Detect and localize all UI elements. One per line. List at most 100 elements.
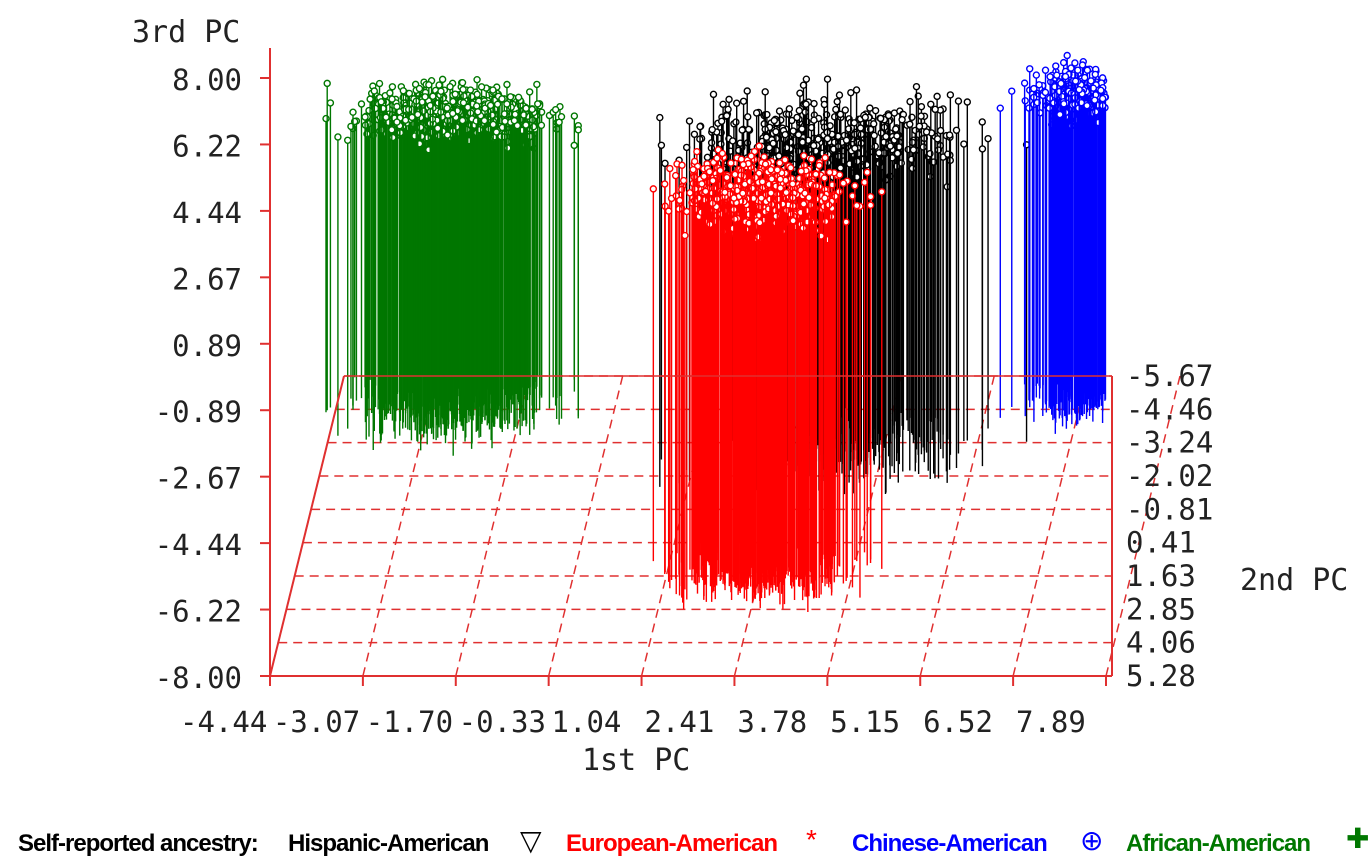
point-marker-0 — [739, 97, 748, 105]
point-marker-3 — [458, 78, 467, 87]
z-tick-label: -8.00 — [155, 661, 242, 695]
point-marker-1 — [878, 188, 886, 196]
point-marker-0 — [793, 113, 801, 122]
point-marker-3 — [514, 93, 523, 102]
point-marker-1 — [681, 231, 689, 240]
point-marker-1 — [731, 170, 739, 179]
legend: Self-reported ancestry: Hispanic-America… — [0, 822, 1371, 864]
point-marker-2 — [1087, 77, 1095, 85]
point-marker-1 — [739, 160, 747, 169]
point-marker-0 — [945, 131, 954, 139]
point-marker-2 — [1080, 73, 1089, 82]
point-marker-1 — [863, 168, 871, 177]
point-marker-0 — [717, 140, 725, 148]
point-marker-3 — [414, 110, 422, 119]
point-marker-0 — [856, 124, 865, 132]
z-tick-label: 6.22 — [172, 129, 242, 163]
point-marker-0 — [851, 144, 859, 153]
point-marker-0 — [796, 89, 804, 97]
point-marker-0 — [936, 126, 945, 135]
point-marker-2 — [1020, 79, 1029, 87]
point-marker-1 — [851, 182, 859, 190]
point-marker-1 — [776, 184, 785, 192]
point-marker-3 — [429, 92, 437, 101]
point-marker-0 — [789, 127, 797, 135]
point-marker-0 — [709, 90, 718, 99]
point-marker-2 — [1053, 71, 1061, 79]
point-marker-3 — [574, 126, 583, 134]
point-marker-0 — [892, 125, 900, 133]
point-marker-3 — [343, 136, 352, 144]
y-tick-label: 2.85 — [1126, 592, 1196, 626]
point-marker-1 — [821, 153, 829, 162]
point-marker-0 — [836, 110, 845, 119]
legend-label-hispanic: Hispanic-American — [288, 830, 489, 857]
point-marker-1 — [678, 161, 686, 169]
z-axis-title: 3rd PC — [132, 15, 240, 50]
point-marker-0 — [769, 139, 777, 148]
point-marker-3 — [503, 80, 511, 89]
y-tick-label: -0.81 — [1126, 492, 1213, 526]
point-marker-3 — [405, 89, 414, 98]
point-marker-0 — [802, 75, 811, 83]
point-marker-3 — [533, 80, 541, 89]
point-marker-1 — [820, 174, 829, 182]
point-marker-0 — [927, 100, 935, 108]
legend-label-european: European-American — [566, 830, 778, 857]
point-marker-3 — [421, 93, 429, 101]
point-marker-1 — [671, 171, 680, 180]
point-marker-0 — [761, 88, 769, 96]
point-marker-2 — [1059, 58, 1068, 67]
point-marker-0 — [850, 119, 858, 127]
point-marker-3 — [349, 108, 357, 116]
point-marker-0 — [919, 143, 927, 151]
point-marker-3 — [382, 113, 390, 121]
point-marker-1 — [700, 172, 708, 181]
point-marker-0 — [922, 128, 931, 136]
point-marker-0 — [770, 116, 778, 125]
point-marker-3 — [522, 104, 530, 113]
point-marker-2 — [1092, 108, 1100, 116]
point-marker-0 — [954, 97, 963, 105]
point-marker-1 — [787, 164, 795, 172]
point-marker-1 — [721, 188, 729, 196]
point-marker-3 — [326, 99, 335, 107]
point-marker-3 — [537, 121, 546, 130]
point-marker-3 — [489, 120, 497, 129]
point-marker-3 — [323, 79, 331, 88]
point-marker-0 — [732, 118, 740, 126]
y-tick-label: -3.24 — [1126, 426, 1213, 460]
point-marker-2 — [1026, 65, 1034, 73]
point-marker-0 — [898, 116, 906, 124]
point-marker-3 — [388, 83, 397, 91]
point-marker-3 — [415, 84, 424, 93]
point-marker-2 — [1046, 73, 1054, 81]
point-marker-3 — [435, 81, 443, 89]
point-marker-0 — [762, 133, 771, 141]
point-marker-1 — [821, 194, 829, 202]
point-marker-3 — [388, 126, 396, 134]
point-marker-1 — [748, 184, 757, 193]
point-marker-2 — [1041, 66, 1050, 74]
point-marker-0 — [810, 116, 818, 124]
point-marker-3 — [334, 133, 342, 141]
point-marker-1 — [730, 194, 738, 202]
floor-grid-line — [547, 375, 624, 677]
point-marker-2 — [1078, 61, 1087, 69]
point-marker-3 — [438, 75, 447, 84]
point-marker-0 — [823, 134, 832, 143]
point-marker-1 — [758, 178, 767, 186]
point-marker-3 — [492, 128, 501, 136]
point-marker-3 — [416, 123, 425, 132]
point-marker-1 — [676, 196, 684, 205]
point-marker-0 — [870, 120, 878, 128]
y-axis-title: 2nd PC — [1240, 563, 1348, 598]
point-marker-0 — [743, 87, 751, 95]
point-marker-0 — [725, 95, 733, 104]
point-marker-1 — [747, 152, 755, 160]
point-marker-0 — [933, 135, 942, 143]
point-marker-1 — [726, 181, 735, 190]
point-marker-1 — [689, 165, 697, 174]
point-marker-2 — [1098, 94, 1107, 103]
point-marker-2 — [1083, 101, 1091, 110]
